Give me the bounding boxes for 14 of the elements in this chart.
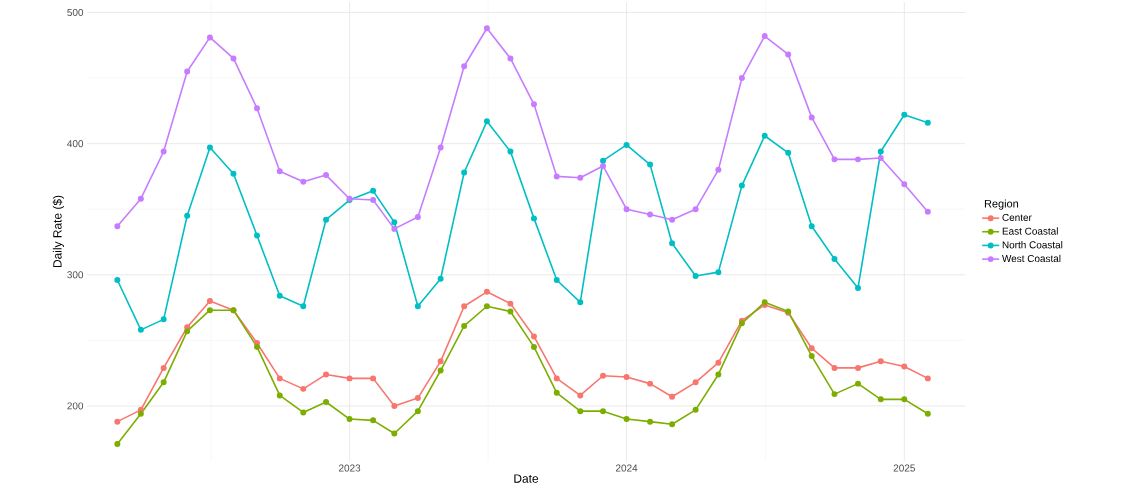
- legend-label: Center: [1002, 213, 1032, 221]
- legend-title: Region: [984, 199, 1019, 210]
- x-tick-label: 2024: [615, 464, 638, 472]
- y-tick-label: 300: [67, 271, 84, 279]
- x-tick-label: 2025: [893, 464, 915, 472]
- y-tick-label: 400: [67, 140, 84, 148]
- x-axis-title: Date: [514, 474, 539, 483]
- y-axis-title: Daily Rate ($): [52, 195, 65, 268]
- legend-label: West Coastal: [1002, 254, 1061, 263]
- legend-label: North Coastal: [1002, 241, 1063, 249]
- x-tick-label: 2023: [338, 464, 361, 472]
- y-tick-label: 500: [67, 8, 84, 17]
- legend-label: East Coastal: [1002, 227, 1058, 235]
- y-tick-label: 200: [67, 402, 84, 410]
